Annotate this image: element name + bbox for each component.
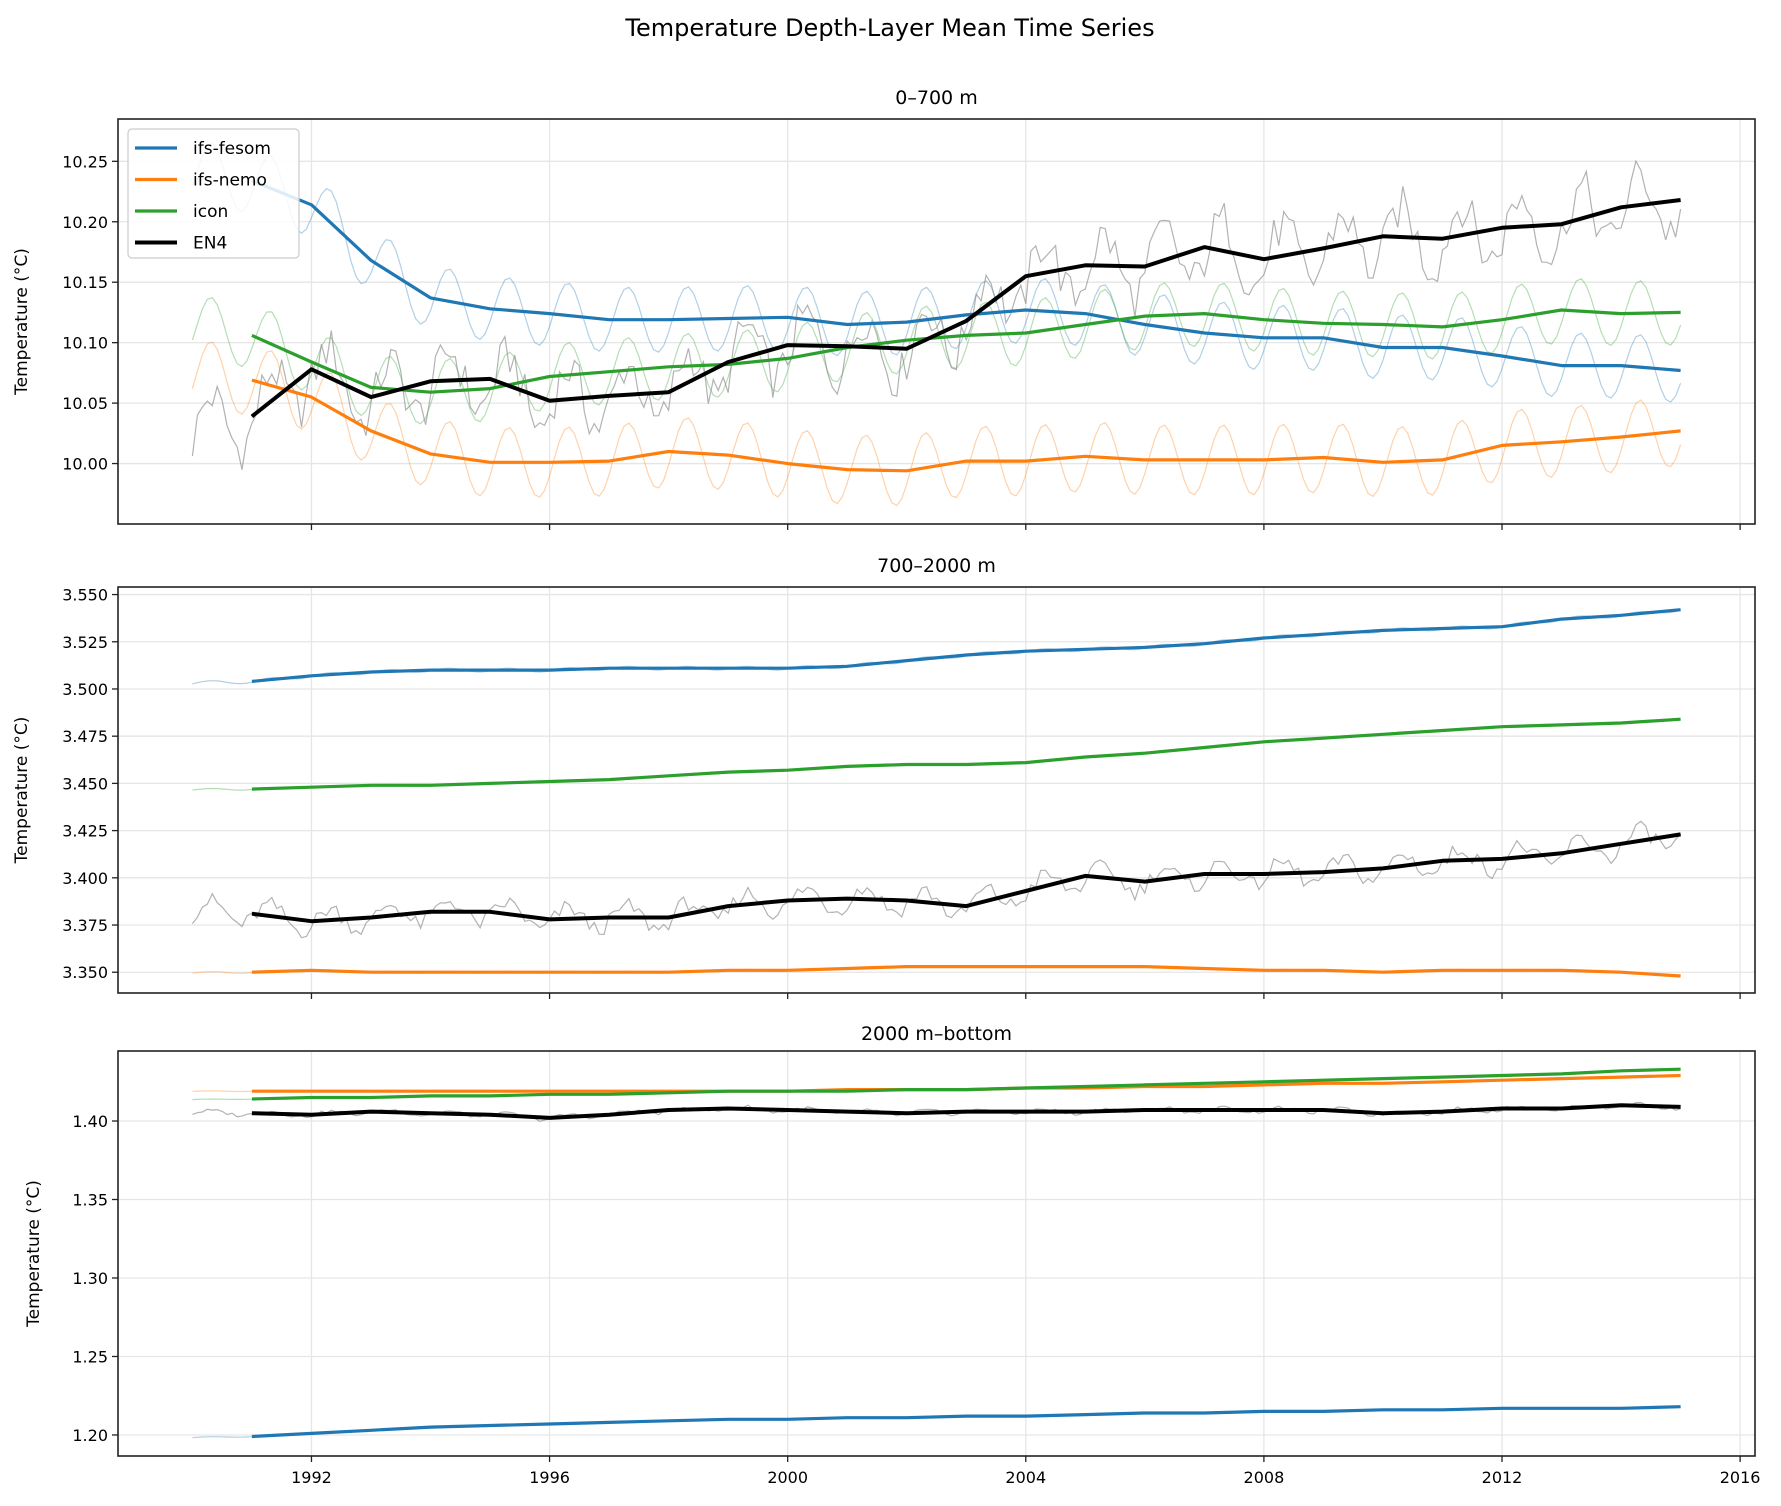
y-tick-label: 10.10 <box>62 334 108 353</box>
x-tick-label: 2000 <box>767 1468 808 1487</box>
annual-line-icon <box>251 717 1681 791</box>
y-tick-label: 3.450 <box>62 774 108 793</box>
legend-label: ifs-fesom <box>193 139 271 159</box>
y-tick-label: 3.500 <box>62 680 108 699</box>
legend-label: ifs-nemo <box>193 171 267 191</box>
subplot-title: 0–700 m <box>895 87 977 109</box>
x-tick-label: 2012 <box>1482 1468 1523 1487</box>
annual-line-icon <box>251 1067 1681 1101</box>
y-tick-label: 10.25 <box>62 152 108 171</box>
monthly-line-icon <box>191 278 1682 425</box>
subplot-title: 700–2000 m <box>877 555 996 577</box>
axes-frame <box>117 1050 1756 1457</box>
y-tick-label: 3.475 <box>62 727 108 746</box>
monthly-line-EN4 <box>191 820 1682 939</box>
annual-line-ifs-nemo <box>251 964 1681 978</box>
y-tick-label: 3.350 <box>62 963 108 982</box>
figure-title: Temperature Depth-Layer Mean Time Series <box>624 14 1154 42</box>
monthly-line-ifs-fesom <box>192 609 1681 685</box>
y-tick-label: 3.375 <box>62 916 108 935</box>
y-tick-label: 10.15 <box>62 273 108 292</box>
annual-line-ifs-fesom <box>251 179 1681 373</box>
annual-line-EN4 <box>251 1103 1681 1120</box>
y-axis-label: Temperature (°C) <box>12 248 32 396</box>
y-tick-label: 3.400 <box>62 869 108 888</box>
monthly-line-ifs-fesom <box>192 1406 1681 1439</box>
x-tick-label: 1992 <box>291 1468 332 1487</box>
legend-box <box>127 128 300 259</box>
monthly-line-ifs-nemo <box>191 341 1682 507</box>
x-tick-label: 1996 <box>529 1468 570 1487</box>
axes-frame <box>117 586 1756 994</box>
annual-line-EN4 <box>250 198 1681 418</box>
y-tick-label: 3.425 <box>62 822 108 841</box>
panel-2: 3.350 3.375 3.400 3.425 3.450 3.475 3.500 3.525… <box>12 555 1756 999</box>
monthly-line-EN4 <box>191 159 1682 470</box>
legend-label: icon <box>193 202 228 222</box>
y-tick-label: 1.25 <box>72 1347 108 1366</box>
axes-frame <box>117 118 1756 525</box>
x-tick-label: 2004 <box>1005 1468 1046 1487</box>
legend: ifs-fesom ifs-nemo icon EN4 <box>127 128 300 259</box>
plot-area <box>191 608 1682 978</box>
annual-line-ifs-fesom <box>251 608 1681 683</box>
x-tick-label: 2016 <box>1720 1468 1761 1487</box>
y-tick-label: 3.550 <box>62 586 108 605</box>
annual-line-EN4 <box>251 832 1681 924</box>
y-axis-label: Temperature (°C) <box>24 1180 44 1328</box>
legend-label: EN4 <box>193 234 227 254</box>
y-tick-label: 10.00 <box>62 455 108 474</box>
annual-line-ifs-fesom <box>251 1405 1681 1439</box>
y-tick-label: 1.35 <box>72 1191 108 1210</box>
y-tick-label: 10.05 <box>62 394 108 413</box>
panel-1: 10.00 10.05 10.10 10.15 10.20 10.25 0–700 m Tem… <box>12 87 1756 530</box>
monthly-line-ifs-fesom <box>191 142 1682 403</box>
x-tick-label: 2008 <box>1244 1468 1285 1487</box>
plot-area <box>192 1067 1681 1439</box>
y-tick-label: 3.525 <box>62 633 108 652</box>
subplot-title: 2000 m–bottom <box>861 1023 1012 1045</box>
annual-line-icon <box>251 308 1681 394</box>
y-tick-label: 1.20 <box>72 1426 108 1445</box>
y-tick-label: 1.40 <box>72 1112 108 1131</box>
y-axis-label: Temperature (°C) <box>12 717 32 865</box>
annual-line-ifs-nemo <box>251 378 1681 473</box>
panel-3: 1992 1996 2000 2004 2008 2012 2016 1.20 1.25 1.30… <box>24 1023 1760 1487</box>
y-tick-label: 1.30 <box>72 1269 108 1288</box>
y-tick-label: 10.20 <box>62 213 108 232</box>
plot-area <box>191 142 1682 507</box>
